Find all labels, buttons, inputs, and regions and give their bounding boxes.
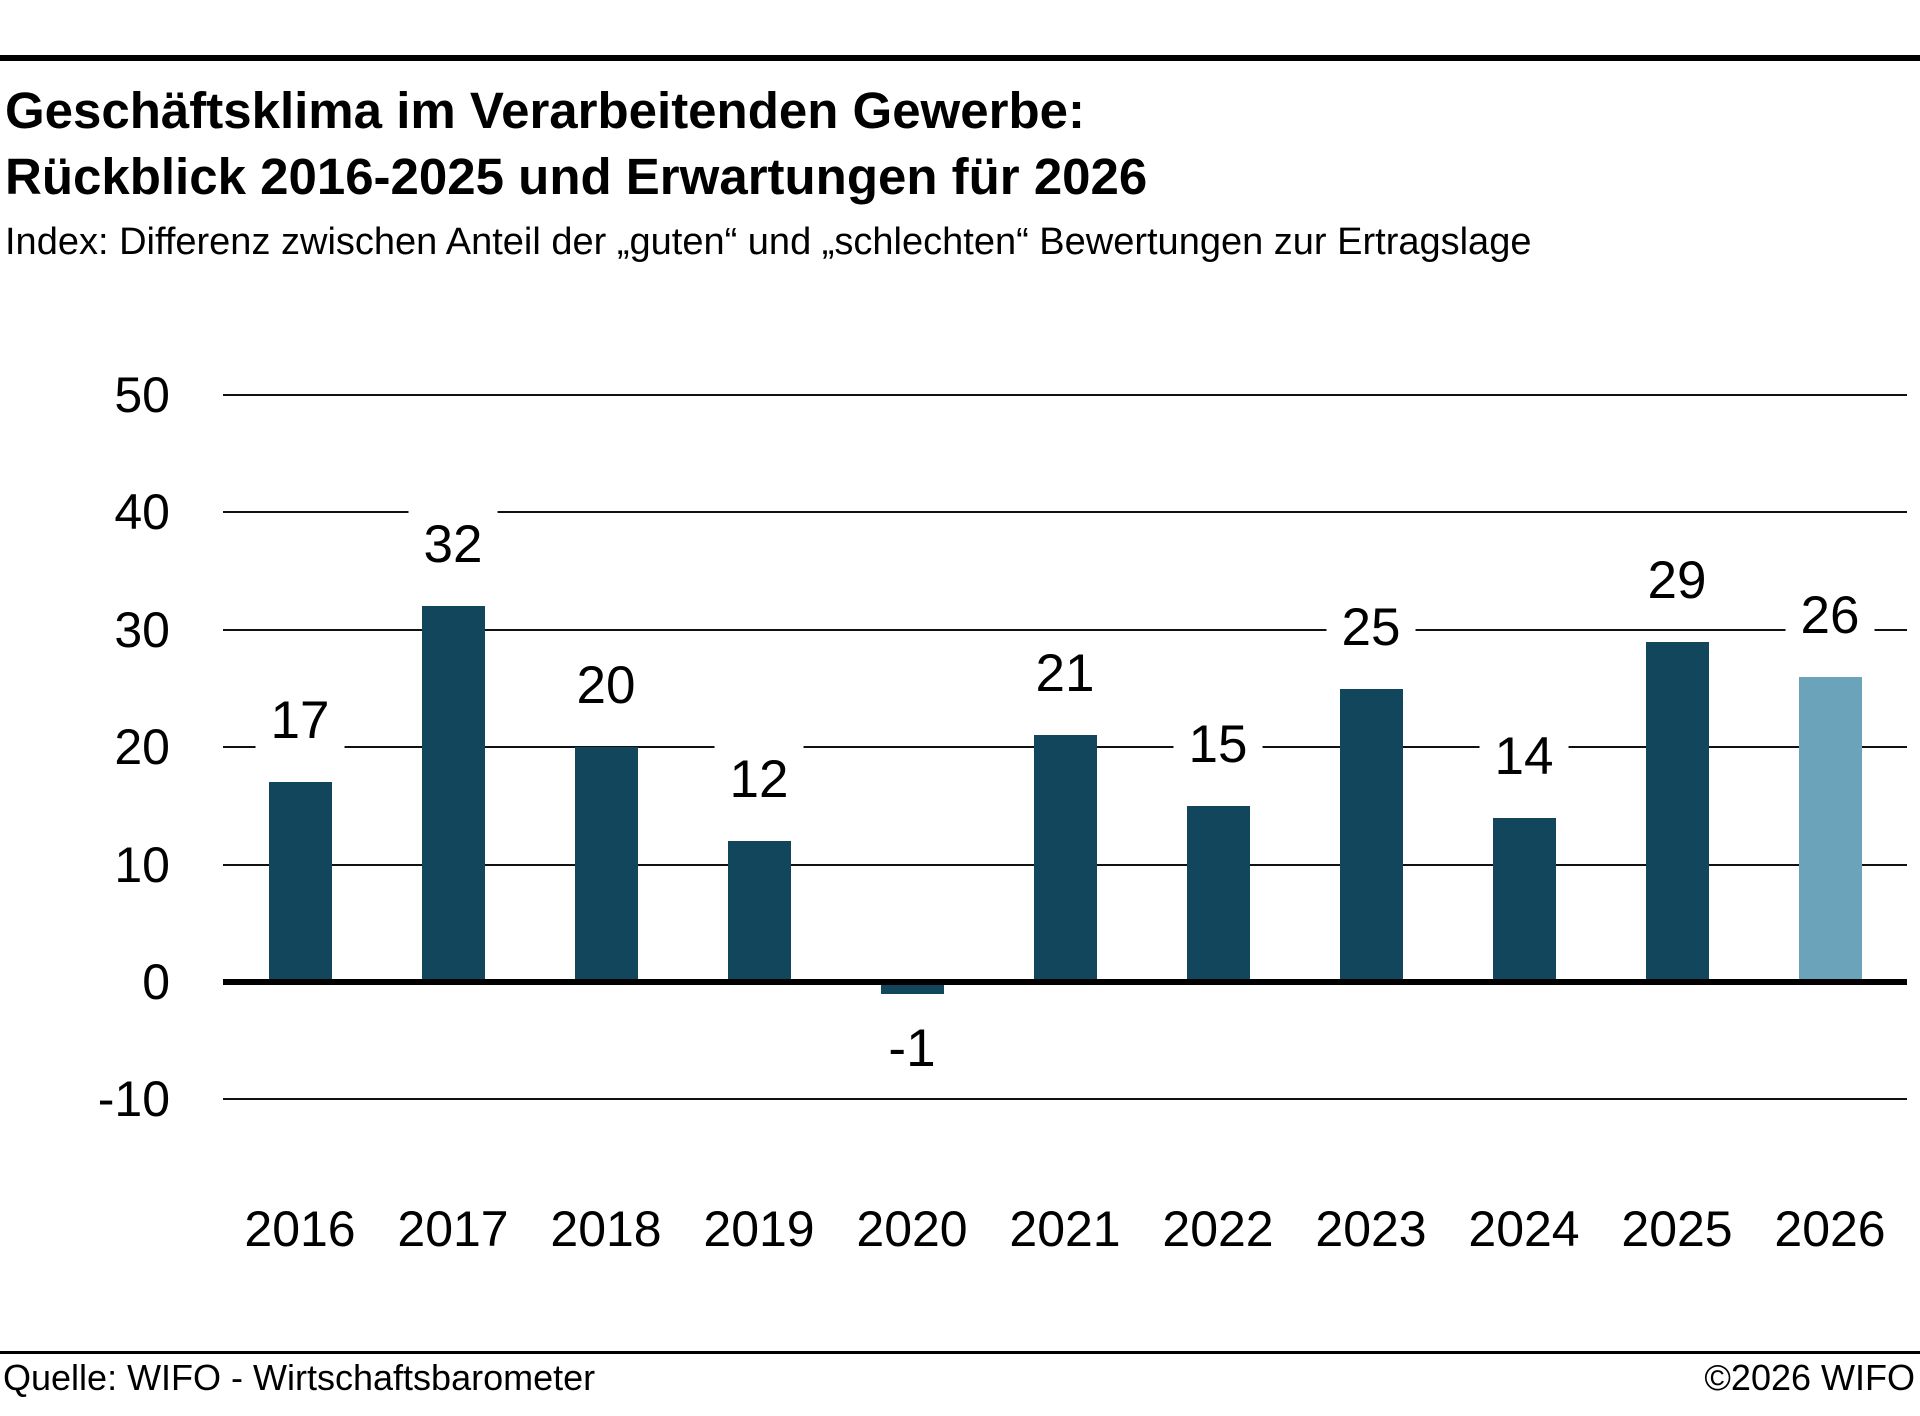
value-label-2020: -1	[873, 1009, 951, 1087]
top-divider-rule	[0, 55, 1920, 61]
bar-2016	[268, 782, 332, 982]
y-tick-label-40: 40	[114, 484, 170, 541]
x-tick-label-2021: 2021	[1009, 1201, 1121, 1257]
bar-2023	[1339, 688, 1403, 982]
source-note: Quelle: WIFO - Wirtschaftsbarometer	[3, 1357, 596, 1398]
value-label-2021: 21	[1020, 635, 1110, 713]
value-label-2023: 25	[1326, 588, 1416, 666]
chart-title-line1: Geschäftsklima im Verarbeitenden Gewerbe…	[5, 82, 1085, 139]
x-tick-label-2026: 2026	[1774, 1201, 1886, 1257]
value-label-2017: 32	[408, 506, 498, 584]
gridline-40	[223, 511, 1907, 514]
x-tick-label-2019: 2019	[703, 1201, 815, 1257]
bar-2022	[1186, 805, 1250, 982]
y-tick-label-10: 10	[114, 836, 170, 893]
value-label-2024: 14	[1479, 717, 1569, 795]
value-label-2022: 15	[1173, 705, 1263, 783]
bar-2019	[727, 841, 791, 982]
bar-2021	[1033, 735, 1097, 982]
x-tick-label-2024: 2024	[1468, 1201, 1580, 1257]
value-label-2016: 17	[255, 682, 345, 760]
y-tick-label-50: 50	[114, 367, 170, 423]
x-tick-label-2025: 2025	[1621, 1201, 1733, 1257]
bar-2017	[421, 606, 485, 982]
gridline-50	[223, 394, 1907, 396]
value-label-2025: 29	[1632, 541, 1722, 619]
gridline-30	[223, 628, 1907, 631]
y-tick-label--10: -10	[97, 1071, 170, 1128]
chart-subtitle: Index: Differenz zwischen Anteil der „gu…	[5, 221, 1532, 263]
value-label-2018: 20	[561, 647, 651, 725]
x-tick-label-2022: 2022	[1162, 1201, 1274, 1257]
y-tick-label-20: 20	[114, 719, 170, 776]
bar-2026	[1798, 676, 1862, 982]
bar-2018	[574, 747, 638, 982]
x-tick-label-2020: 2020	[856, 1201, 968, 1257]
y-tick-label-30: 30	[114, 601, 170, 658]
x-tick-label-2023: 2023	[1315, 1201, 1427, 1257]
bar-2025	[1645, 641, 1709, 982]
x-tick-label-2018: 2018	[550, 1201, 662, 1257]
bar-2020	[880, 982, 944, 994]
x-tick-label-2016: 2016	[244, 1201, 356, 1257]
chart-title: Geschäftsklima im Verarbeitenden Gewerbe…	[5, 78, 1147, 210]
y-tick-label-0: 0	[142, 954, 170, 1010]
copyright-note: ©2026 WIFO	[1704, 1357, 1915, 1398]
value-label-2026: 26	[1785, 576, 1875, 654]
chart-title-line2: Rückblick 2016-2025 und Erwartungen für …	[5, 148, 1148, 205]
footer-divider-rule	[0, 1351, 1920, 1354]
x-axis-zero-line	[223, 979, 1907, 985]
bar-2024	[1492, 817, 1556, 982]
x-tick-label-2017: 2017	[397, 1201, 509, 1257]
gridline--10	[223, 1098, 1907, 1101]
value-label-2019: 12	[714, 741, 804, 819]
